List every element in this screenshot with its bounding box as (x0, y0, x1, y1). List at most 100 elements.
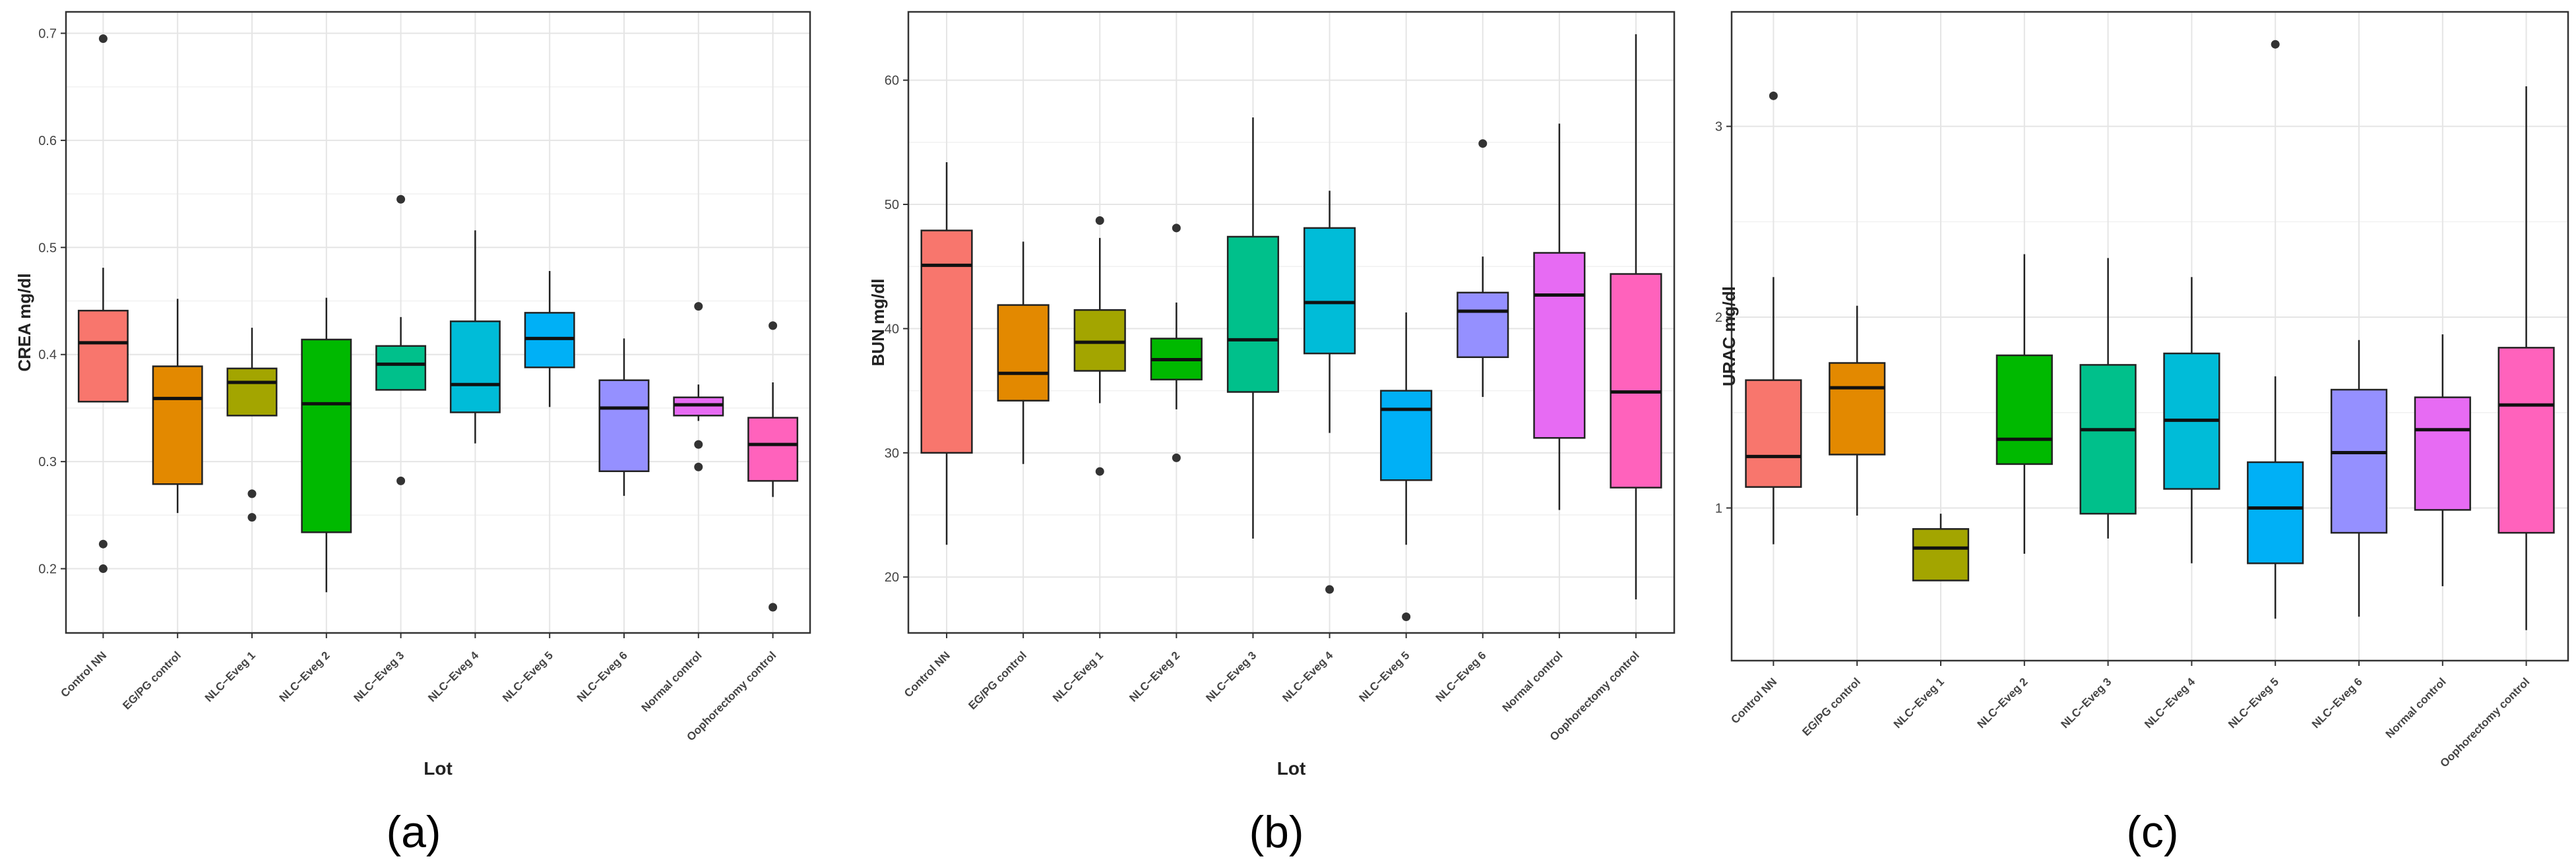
outlier-point (2271, 40, 2280, 49)
x-tick-label: NLC−Eveg 5 (2226, 675, 2281, 731)
box-3 (226, 367, 278, 417)
box-5 (1226, 235, 1280, 393)
box-1 (1745, 379, 1802, 488)
x-tick-label: Control NN (902, 649, 953, 700)
outlier-point (98, 34, 108, 44)
box-10 (1610, 273, 1662, 489)
x-tick-label: NLC−Eveg 4 (1280, 649, 1335, 704)
x-tick-label: NLC−Eveg 6 (1433, 649, 1489, 704)
box-7 (1380, 390, 1433, 481)
box-8 (2330, 388, 2388, 534)
x-tick-label: NLC−Eveg 4 (425, 649, 481, 704)
box-5 (375, 345, 427, 391)
panel-a: 0.2 0.3 0.4 0.5 0.6 0.7 Control NN EG/PG contro… (15, 11, 811, 857)
x-tick-label: Oophorectomy control (1548, 649, 1642, 743)
plot-frame (65, 11, 811, 634)
box-7 (2247, 461, 2304, 564)
y-tick-label: 3 (1715, 120, 1722, 135)
y-tick-label: 0.7 (38, 26, 57, 41)
outlier-point (98, 539, 108, 549)
y-tick-label: 0.6 (38, 134, 57, 148)
y-tick-label: 20 (885, 570, 899, 585)
x-tick-label: EG/PG control (1800, 675, 1863, 738)
box-1 (920, 229, 973, 454)
outlier-point (1172, 224, 1181, 233)
outlier-point (247, 513, 257, 522)
y-tick-label: 2 (1715, 311, 1722, 325)
y-tick-label: 0.5 (38, 241, 57, 255)
x-tick-label: NLC−Eveg 5 (1357, 649, 1412, 704)
panel-label: (a) (386, 807, 441, 857)
outlier-point (1478, 139, 1488, 148)
box-3 (1912, 528, 1970, 582)
outlier-point (98, 564, 108, 574)
x-tick-label: NLC−Eveg 6 (575, 649, 630, 704)
plot-frame (907, 11, 1676, 634)
box-10 (747, 417, 799, 482)
panel-c: 1 2 3 Control NN EG/PG control NLC−Eveg 1 NLC−… (1715, 11, 2569, 857)
x-tick-label: NLC−Eveg 2 (1127, 649, 1182, 704)
x-tick-label: EG/PG control (120, 649, 183, 712)
outlier-point (1402, 613, 1411, 622)
x-tick-label: EG/PG control (966, 649, 1029, 712)
x-tick-label: NLC−Eveg 6 (2309, 675, 2365, 731)
box-3 (1073, 309, 1126, 372)
x-tick-label: Normal control (639, 649, 705, 714)
x-tick-label: NLC−Eveg 5 (500, 649, 555, 704)
y-tick-label: 40 (885, 322, 899, 336)
panel-label: (c) (2126, 807, 2178, 857)
box-4 (301, 338, 352, 533)
y-tick-label: 0.4 (38, 348, 57, 363)
x-tick-label: Control NN (58, 649, 109, 700)
y-tick-label: 50 (885, 198, 899, 212)
y-axis-title: BUN mg/dl (868, 279, 888, 367)
outlier-point (1325, 585, 1335, 594)
box-2 (152, 365, 203, 485)
x-tick-label: Oophorectomy control (2437, 675, 2532, 769)
outlier-point (396, 476, 406, 485)
x-tick-label: NLC−Eveg 1 (1050, 649, 1106, 704)
box-8 (598, 379, 650, 473)
box-1 (77, 309, 129, 403)
box-8 (1457, 291, 1509, 359)
y-tick-label: 1 (1715, 501, 1722, 516)
x-tick-label: NLC−Eveg 4 (2142, 675, 2197, 731)
box-5 (2079, 364, 2137, 515)
outlier-point (694, 462, 703, 471)
outlier-point (396, 194, 406, 204)
x-tick-label: NLC−Eveg 3 (2059, 675, 2114, 731)
x-tick-label: NLC−Eveg 1 (203, 649, 258, 704)
box-2 (997, 304, 1050, 402)
x-tick-label: NLC−Eveg 3 (1203, 649, 1259, 704)
y-axis-title: CREA mg/dl (15, 273, 34, 371)
panel-label: (b) (1249, 807, 1304, 857)
outlier-point (769, 321, 778, 330)
outlier-point (769, 603, 778, 612)
x-axis-title: Lot (1277, 758, 1306, 779)
x-tick-label: Control NN (1728, 675, 1779, 726)
box-9 (1533, 252, 1586, 439)
y-tick-label: 0.2 (38, 562, 57, 577)
y-tick-label: 60 (885, 74, 899, 88)
x-tick-label: NLC−Eveg 2 (277, 649, 332, 704)
x-tick-label: NLC−Eveg 1 (1891, 675, 1947, 731)
box-10 (2497, 347, 2555, 534)
outlier-point (1095, 216, 1104, 225)
box-2 (1829, 362, 1886, 456)
outlier-point (247, 489, 257, 498)
panel-b: 20 30 40 50 60 Control NN EG/PG control NLC−Eve… (868, 11, 1676, 857)
plot-background (1732, 12, 2568, 661)
x-tick-label: Normal control (1500, 649, 1565, 714)
plot-background (66, 12, 810, 633)
y-tick-label: 0.3 (38, 455, 57, 469)
outlier-point (1769, 91, 1778, 100)
box-6 (1303, 227, 1356, 355)
y-axis-title: URAC mg/dl (1719, 286, 1739, 386)
outlier-point (1172, 453, 1181, 462)
box-9 (2414, 396, 2471, 511)
x-tick-label: Normal control (2383, 675, 2449, 740)
outlier-point (1095, 467, 1104, 476)
y-tick-label: 30 (885, 446, 899, 461)
plot-frame (1730, 11, 2569, 662)
